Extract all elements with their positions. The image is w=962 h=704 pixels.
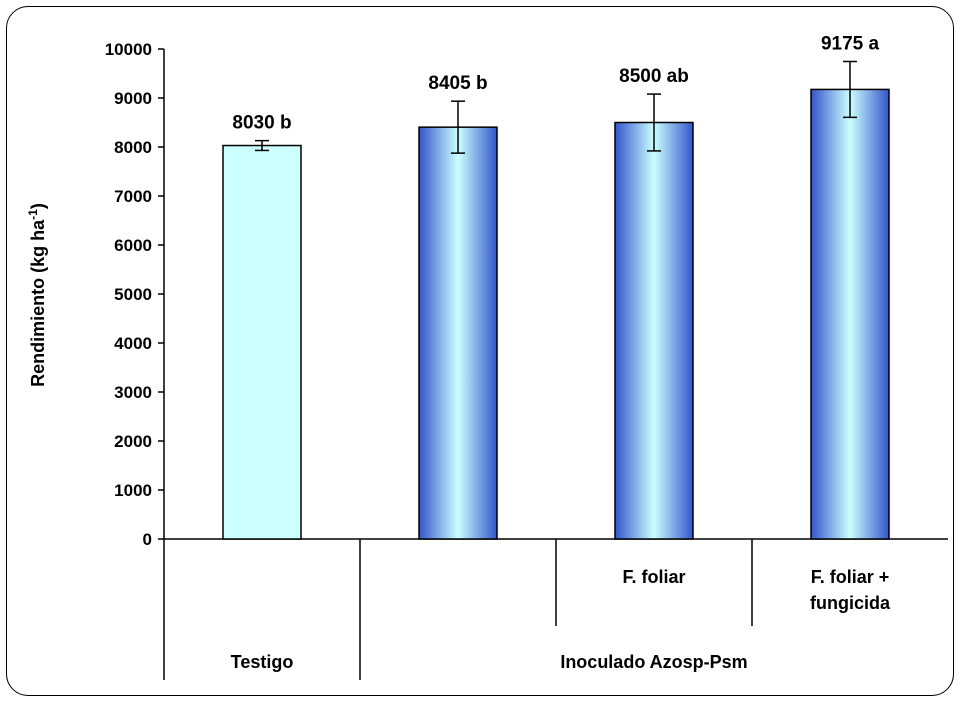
y-tick-label: 4000	[114, 334, 152, 353]
data-label: 8500 ab	[619, 66, 689, 87]
subcategory-label: fungicida	[810, 593, 891, 613]
group-label: Testigo	[231, 652, 294, 672]
y-tick-label: 5000	[114, 285, 152, 304]
y-tick-label: 7000	[114, 187, 152, 206]
y-axis-label: Rendimiento (kg ha-1)	[26, 203, 48, 387]
y-tick-label: 8000	[114, 138, 152, 157]
subcategory-label: F. foliar	[622, 567, 685, 587]
data-label: 9175 a	[821, 33, 880, 54]
y-tick-label: 10000	[105, 40, 152, 59]
y-tick-label: 6000	[114, 236, 152, 255]
data-label: 8405 b	[428, 73, 487, 94]
data-labels: 8030 b 8405 b 8500 ab 9175 a	[232, 33, 879, 133]
bars	[222, 60, 890, 540]
subcategory-label: F. foliar +	[811, 567, 890, 587]
bar	[614, 121, 694, 540]
y-tick-label: 1000	[114, 481, 152, 500]
y-tick-label: 2000	[114, 432, 152, 451]
y-tick-label: 9000	[114, 89, 152, 108]
y-tick-label: 3000	[114, 383, 152, 402]
y-tick-label: 0	[143, 530, 152, 549]
bar	[222, 144, 302, 540]
data-label: 8030 b	[232, 113, 291, 134]
group-label: Inoculado Azosp-Psm	[560, 652, 747, 672]
bar	[810, 88, 890, 540]
bar	[418, 126, 498, 540]
category-axis: F. foliar F. foliar + fungicida Testigo Inoc…	[163, 539, 891, 680]
